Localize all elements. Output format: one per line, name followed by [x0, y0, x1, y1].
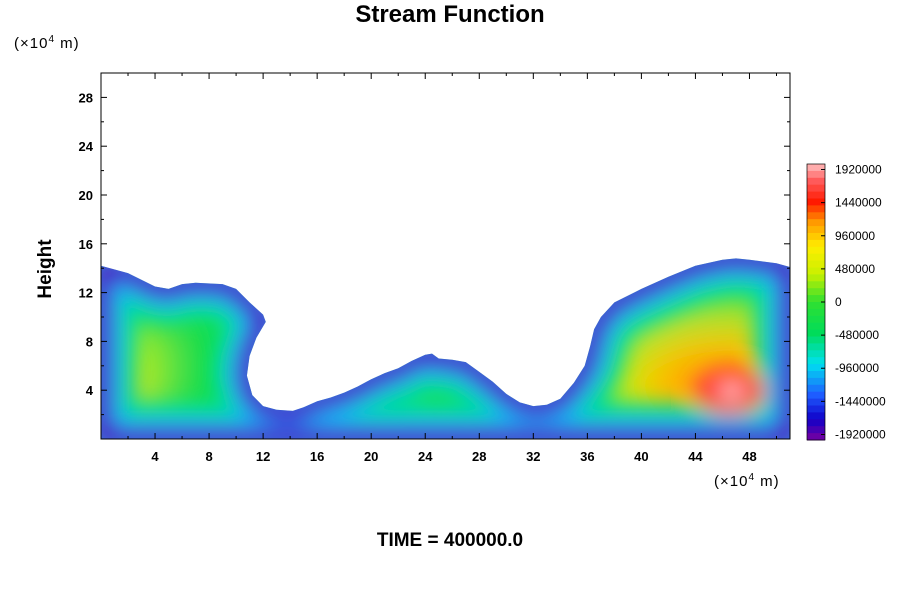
colorbar-step [807, 398, 825, 406]
colorbar-label: 0 [835, 295, 842, 309]
colorbar-step [807, 412, 825, 420]
colorbar-step [807, 391, 825, 400]
colorbar-step [807, 295, 825, 303]
x-tick-label: 20 [364, 449, 378, 464]
colorbar-step [807, 164, 825, 172]
colorbar-step [807, 219, 825, 227]
colorbar-step [807, 281, 825, 289]
y-tick-label: 24 [79, 139, 94, 154]
colorbar-step [807, 364, 825, 372]
colorbar-step [807, 336, 825, 344]
colorbar-step [807, 267, 825, 275]
x-axis-ticks: 4 8 12 16 20 24 28 32 36 40 44 48 [127, 73, 777, 464]
colorbar-step [807, 226, 825, 234]
colorbar-step [807, 384, 825, 393]
colorbar-step [807, 343, 825, 351]
colorbar-step [807, 274, 825, 282]
colorbar-label: 960000 [835, 229, 875, 243]
y-axis-unit: (×104 m) [14, 34, 80, 52]
x-tick-label: 44 [688, 449, 703, 464]
y-tick-label: 8 [86, 334, 93, 349]
colorbar-step [807, 239, 825, 248]
colorbar-step [807, 419, 825, 427]
colorbar-step [807, 288, 825, 296]
colorbar-step [807, 253, 825, 262]
colorbar-step [807, 371, 825, 379]
colorbar-step [807, 322, 825, 331]
x-tick-label: 40 [634, 449, 648, 464]
colorbar-step [807, 246, 825, 255]
x-tick-label: 8 [205, 449, 212, 464]
x-tick-label: 4 [151, 449, 159, 464]
x-tick-label: 12 [256, 449, 270, 464]
colorbar-step [807, 184, 825, 193]
y-tick-label: 12 [79, 286, 93, 301]
colorbar-label: -960000 [835, 361, 879, 375]
x-axis-unit: (×104 m) [714, 472, 780, 490]
colorbar-step [807, 205, 825, 213]
colorbar-label: 1440000 [835, 196, 882, 210]
colorbar-step [807, 433, 825, 441]
x-tick-label: 36 [580, 449, 594, 464]
colorbar-step [807, 357, 825, 365]
colorbar-label: -1920000 [835, 427, 886, 441]
colorbar-step [807, 377, 825, 386]
colorbar-label: 480000 [835, 262, 875, 276]
y-tick-label: 16 [79, 237, 93, 252]
x-tick-label: 48 [742, 449, 756, 464]
colorbar-step [807, 198, 825, 206]
x-tick-label: 24 [418, 449, 433, 464]
colorbar: 1920000 1440000 960000 480000 0 -480000 -96000… [806, 163, 886, 441]
colorbar-step [807, 260, 825, 268]
colorbar-step [807, 191, 825, 199]
colorbar-step [807, 212, 825, 220]
colorbar-step [807, 350, 825, 358]
chart-title: Stream Function [355, 1, 545, 28]
y-tick-label: 28 [79, 90, 93, 105]
colorbar-label: -1440000 [835, 394, 886, 408]
colorbar-step [807, 170, 825, 179]
colorbar-step [807, 233, 825, 241]
y-axis-ticks: 4 8 12 16 20 24 28 [79, 90, 790, 416]
colorbar-label: 1920000 [835, 163, 882, 177]
x-tick-label: 32 [526, 449, 540, 464]
colorbar-step [807, 426, 825, 434]
y-tick-label: 4 [86, 383, 94, 398]
plot-frame [100, 72, 791, 440]
high-core-2 [719, 383, 744, 400]
time-label: TIME = 400000.0 [376, 530, 524, 551]
colorbar-step [807, 315, 825, 324]
colorbar-step [807, 177, 825, 186]
colorbar-step [807, 308, 825, 317]
colorbar-label: -480000 [835, 328, 879, 342]
colorbar-step [807, 302, 825, 310]
colorbar-step [807, 405, 825, 413]
x-tick-label: 16 [310, 449, 324, 464]
y-tick-label: 20 [79, 188, 93, 203]
x-tick-label: 28 [472, 449, 486, 464]
colorbar-step [807, 329, 825, 337]
